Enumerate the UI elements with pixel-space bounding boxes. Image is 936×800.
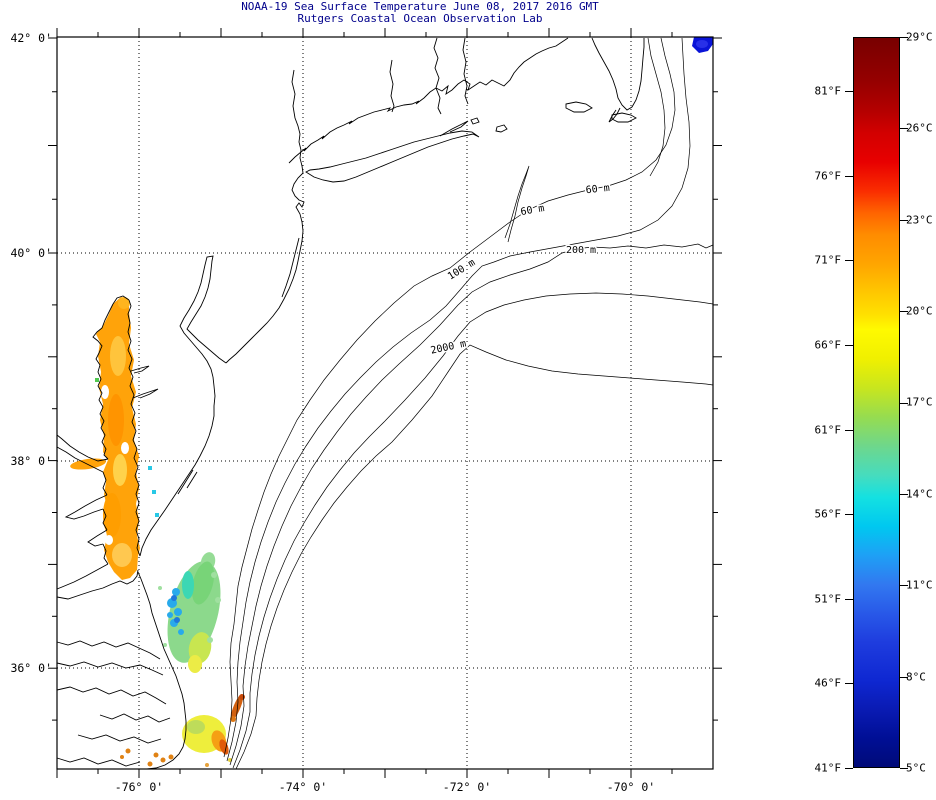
lat-label-38: 38° 0'	[10, 454, 52, 468]
chart-title: NOAA-19 Sea Surface Temperature June 08,…	[241, 0, 599, 13]
colorbar-label-c-5: 5°C	[906, 761, 926, 775]
contour-label-100m: 100 m	[446, 257, 477, 282]
map-frame	[56, 36, 714, 770]
coast-delmarva-atlantic	[139, 376, 216, 557]
coast-bay-head	[112, 295, 130, 305]
contour-200m	[229, 243, 714, 766]
coast-outer-banks	[137, 571, 187, 770]
lagoon-barnegat	[281, 237, 300, 298]
lon-label-76: -76° 0'	[115, 780, 163, 794]
axis-ticks	[48, 28, 722, 778]
colorbar-label-f-66: 66°F	[814, 338, 842, 352]
colorbar-tick	[900, 220, 908, 221]
axis-labels: 42° 0' 40° 0' 38° 0' 36° 0' -76° 0' -74°…	[10, 31, 655, 794]
colorbar-tick	[900, 585, 908, 586]
colorbar-tick	[845, 599, 853, 600]
coast-bay-west	[92, 303, 114, 460]
hudson-shelf-valley	[504, 165, 530, 243]
colorbar-label-c-17: 17°C	[906, 395, 933, 409]
sst-patch-northeast-blue	[692, 37, 713, 53]
coast-cape-cod	[591, 37, 645, 111]
river-choptank	[130, 365, 159, 399]
contour-label-200m: 200 m	[566, 245, 596, 256]
contour-label-2000m: 2000 m	[430, 338, 468, 356]
coast-li-north-fork	[439, 120, 469, 137]
colorbar-label-c-23: 23°C	[906, 213, 933, 227]
contour-capecod-east	[647, 37, 666, 177]
islands-chincoteague	[177, 469, 198, 495]
contour-100m	[226, 37, 691, 762]
colorbar-tick	[900, 677, 908, 678]
colorbar-tick	[845, 91, 853, 92]
river-connecticut	[433, 37, 442, 115]
colorbar-label-c-8: 8°C	[906, 670, 926, 684]
island-marthas-vineyard	[565, 101, 593, 113]
coastline	[56, 37, 645, 770]
coast-connecticut-ri	[288, 37, 569, 164]
lon-label-70: -70° 0'	[607, 780, 655, 794]
colorbar-label-f-71: 71°F	[814, 253, 842, 267]
sst-patch-offshore-virginia	[158, 552, 221, 673]
colorbar-label-f-46: 46°F	[814, 676, 842, 690]
lat-label-42: 42° 0'	[10, 31, 52, 45]
coast-delmarva-bayside	[127, 299, 141, 557]
river-hudson	[291, 69, 304, 174]
river-thames	[462, 37, 469, 105]
colorbar-label-f-81: 81°F	[814, 84, 842, 98]
colorbar-label-f-76: 76°F	[814, 169, 842, 183]
colorbar-label-c-26: 26°C	[906, 121, 933, 135]
colorbar-tick	[845, 683, 853, 684]
lat-label-36: 36° 0'	[10, 661, 52, 675]
river-potomac	[56, 434, 109, 473]
colorbar-label-c-11: 11°C	[906, 578, 933, 592]
chart-subtitle: Rutgers Coastal Ocean Observation Lab	[297, 12, 543, 25]
bathymetry-contour-labels: 60 m 60 m 200 m 100 m 2000 m	[428, 181, 612, 358]
colorbar-tick	[900, 37, 908, 38]
colorbar-tick	[845, 260, 853, 261]
coast-carolina-sounds	[56, 640, 171, 767]
colorbar-tick	[845, 345, 853, 346]
coast-long-island	[305, 130, 480, 183]
river-housatonic	[389, 59, 395, 113]
colorbar-tick	[845, 768, 853, 769]
lon-label-72: -72° 0'	[443, 780, 491, 794]
colorbar-tick	[845, 430, 853, 431]
colorbar-label-f-51: 51°F	[814, 592, 842, 606]
colorbar-label-c-14: 14°C	[906, 487, 933, 501]
sst-patch-hatteras	[120, 693, 245, 767]
contour-60m	[223, 37, 676, 758]
colorbar-label-c-29: 29°C	[906, 30, 933, 44]
contour-2000m	[235, 344, 714, 770]
island-gardiners	[470, 117, 480, 125]
coast-bay-west-lower	[56, 471, 139, 600]
sst-patch-chesapeake	[70, 297, 159, 580]
colorbar-tick	[900, 494, 908, 495]
coast-new-jersey	[225, 172, 305, 364]
colorbar-tick	[845, 514, 853, 515]
colorbar-tick	[900, 128, 908, 129]
contour-1000m	[232, 292, 714, 769]
bathymetry-contours	[223, 37, 714, 770]
colorbar-tick	[845, 176, 853, 177]
island-nantucket	[611, 112, 637, 123]
contour-label-60m-a: 60 m	[585, 183, 610, 196]
island-block	[495, 124, 508, 133]
coast-delaware-bay	[179, 255, 227, 378]
contour-label-60m-b: 60 m	[520, 203, 546, 218]
colorbar-tick	[900, 403, 908, 404]
colorbar-label-c-20: 20°C	[906, 304, 933, 318]
colorbar-gradient	[853, 37, 900, 768]
colorbar-label-f-61: 61°F	[814, 423, 842, 437]
colorbar-label-f-41: 41°F	[814, 761, 842, 775]
colorbar-label-f-56: 56°F	[814, 507, 842, 521]
lon-label-74: -74° 0'	[279, 780, 327, 794]
colorbar-tick	[900, 768, 908, 769]
graticule	[57, 37, 713, 769]
lat-label-40: 40° 0'	[10, 246, 52, 260]
colorbar-tick	[900, 311, 908, 312]
